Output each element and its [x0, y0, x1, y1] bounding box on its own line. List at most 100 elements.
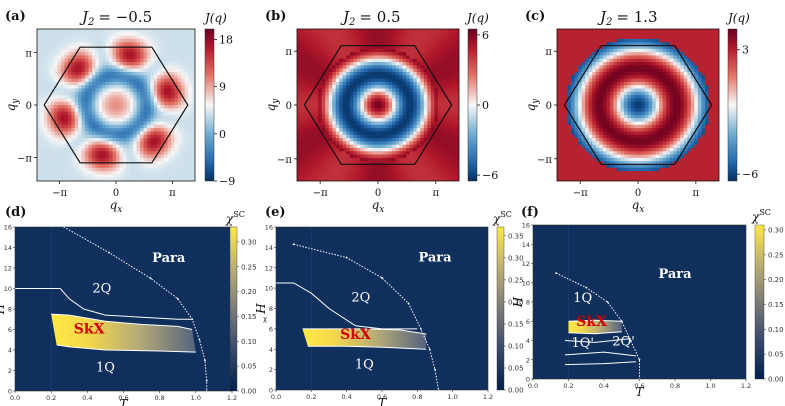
heat-cell [430, 128, 435, 132]
heat-cell [112, 62, 117, 66]
heat-cell [54, 105, 58, 109]
heat-cell [342, 85, 347, 89]
heat-cell [71, 111, 76, 116]
heat-cell [184, 131, 189, 136]
heat-cell [328, 29, 333, 33]
heat-cell [557, 35, 561, 40]
heat-cell [378, 32, 382, 36]
heat-cell [143, 128, 148, 132]
heat-cell [581, 131, 586, 136]
heat-cell [392, 111, 397, 116]
heat-cell [81, 108, 86, 112]
heat-cell [356, 105, 361, 109]
heat-cell [441, 144, 446, 149]
heat-cell [381, 75, 386, 79]
heat-cell [314, 164, 319, 169]
heat-cell [116, 174, 120, 179]
heat-cell [105, 85, 110, 89]
heat-cell [47, 78, 52, 83]
heat-cell [174, 105, 179, 109]
heat-cell [349, 65, 354, 70]
heat-cell [416, 35, 421, 40]
heat-cell [102, 151, 107, 155]
heat-cell [585, 174, 590, 179]
heat-cell [177, 157, 182, 162]
heat-cell [54, 134, 58, 139]
heat-cell [95, 144, 100, 149]
heat-cell [78, 164, 83, 169]
heat-cell [116, 111, 120, 116]
heat-cell [595, 161, 600, 165]
heat-cell [455, 45, 459, 50]
heat-cell [367, 65, 372, 70]
heat-cell [109, 42, 113, 46]
heat-cell [37, 134, 41, 139]
heat-cell [328, 111, 333, 116]
heat-cell [585, 154, 590, 159]
heat-cell [71, 78, 76, 83]
heat-cell [133, 65, 137, 70]
heat-cell [109, 78, 113, 83]
heat-cell [140, 171, 144, 175]
heat-cell [188, 141, 192, 146]
heat-cell [388, 141, 393, 146]
heat-cell [64, 101, 69, 106]
heat-cell [188, 171, 192, 175]
heat-cell [129, 111, 134, 116]
heat-cell [574, 164, 579, 169]
heat-cell [304, 52, 308, 56]
heat-cell [455, 38, 459, 43]
heat-cell [444, 48, 449, 53]
heat-cell [430, 55, 435, 60]
heat-cell [105, 55, 110, 60]
heat-cell [311, 38, 316, 43]
heat-cell [174, 164, 179, 169]
heat-cell [37, 167, 41, 172]
heat-cell [444, 157, 449, 162]
heat-cell [388, 138, 393, 142]
heat-cell [360, 138, 365, 142]
heat-cell [381, 48, 386, 53]
heat-cell [318, 154, 323, 159]
heat-cell [592, 121, 597, 126]
heat-cell [47, 45, 52, 50]
heat-cell [609, 42, 614, 46]
heat-cell [599, 174, 604, 179]
heat-cell [363, 131, 368, 136]
heat-cell [102, 141, 107, 146]
heat-cell [328, 88, 333, 93]
heat-cell [434, 108, 439, 112]
heat-cell [353, 151, 358, 155]
heat-cell [423, 161, 428, 165]
heat-cell [564, 98, 568, 103]
heat-cell [342, 81, 347, 86]
heat-cell [346, 108, 351, 112]
heat-cell [342, 157, 347, 162]
heat-cell [374, 91, 379, 96]
heat-cell [374, 81, 379, 86]
heat-cell [112, 88, 117, 93]
heat-cell [599, 134, 604, 139]
heat-cell [140, 118, 144, 122]
heat-cell [388, 32, 393, 36]
heat-cell [356, 58, 361, 63]
heat-cell [116, 151, 120, 155]
heat-cell [609, 58, 614, 63]
heat-cell [160, 65, 165, 70]
heat-cell [181, 147, 186, 152]
heat-cell [395, 55, 400, 60]
heat-cell [346, 42, 351, 46]
heat-cell [328, 95, 333, 99]
heat-cell [170, 157, 175, 162]
heat-cell [157, 62, 162, 66]
heat-cell [588, 35, 593, 40]
heat-cell [112, 32, 117, 36]
heat-cell [353, 52, 358, 56]
heat-cell [40, 154, 45, 159]
heat-cell [370, 78, 375, 83]
heat-cell [85, 78, 89, 83]
heat-cell [588, 68, 593, 73]
heat-cell [126, 128, 131, 132]
heat-cell [321, 131, 326, 136]
heat-cell [153, 138, 158, 142]
